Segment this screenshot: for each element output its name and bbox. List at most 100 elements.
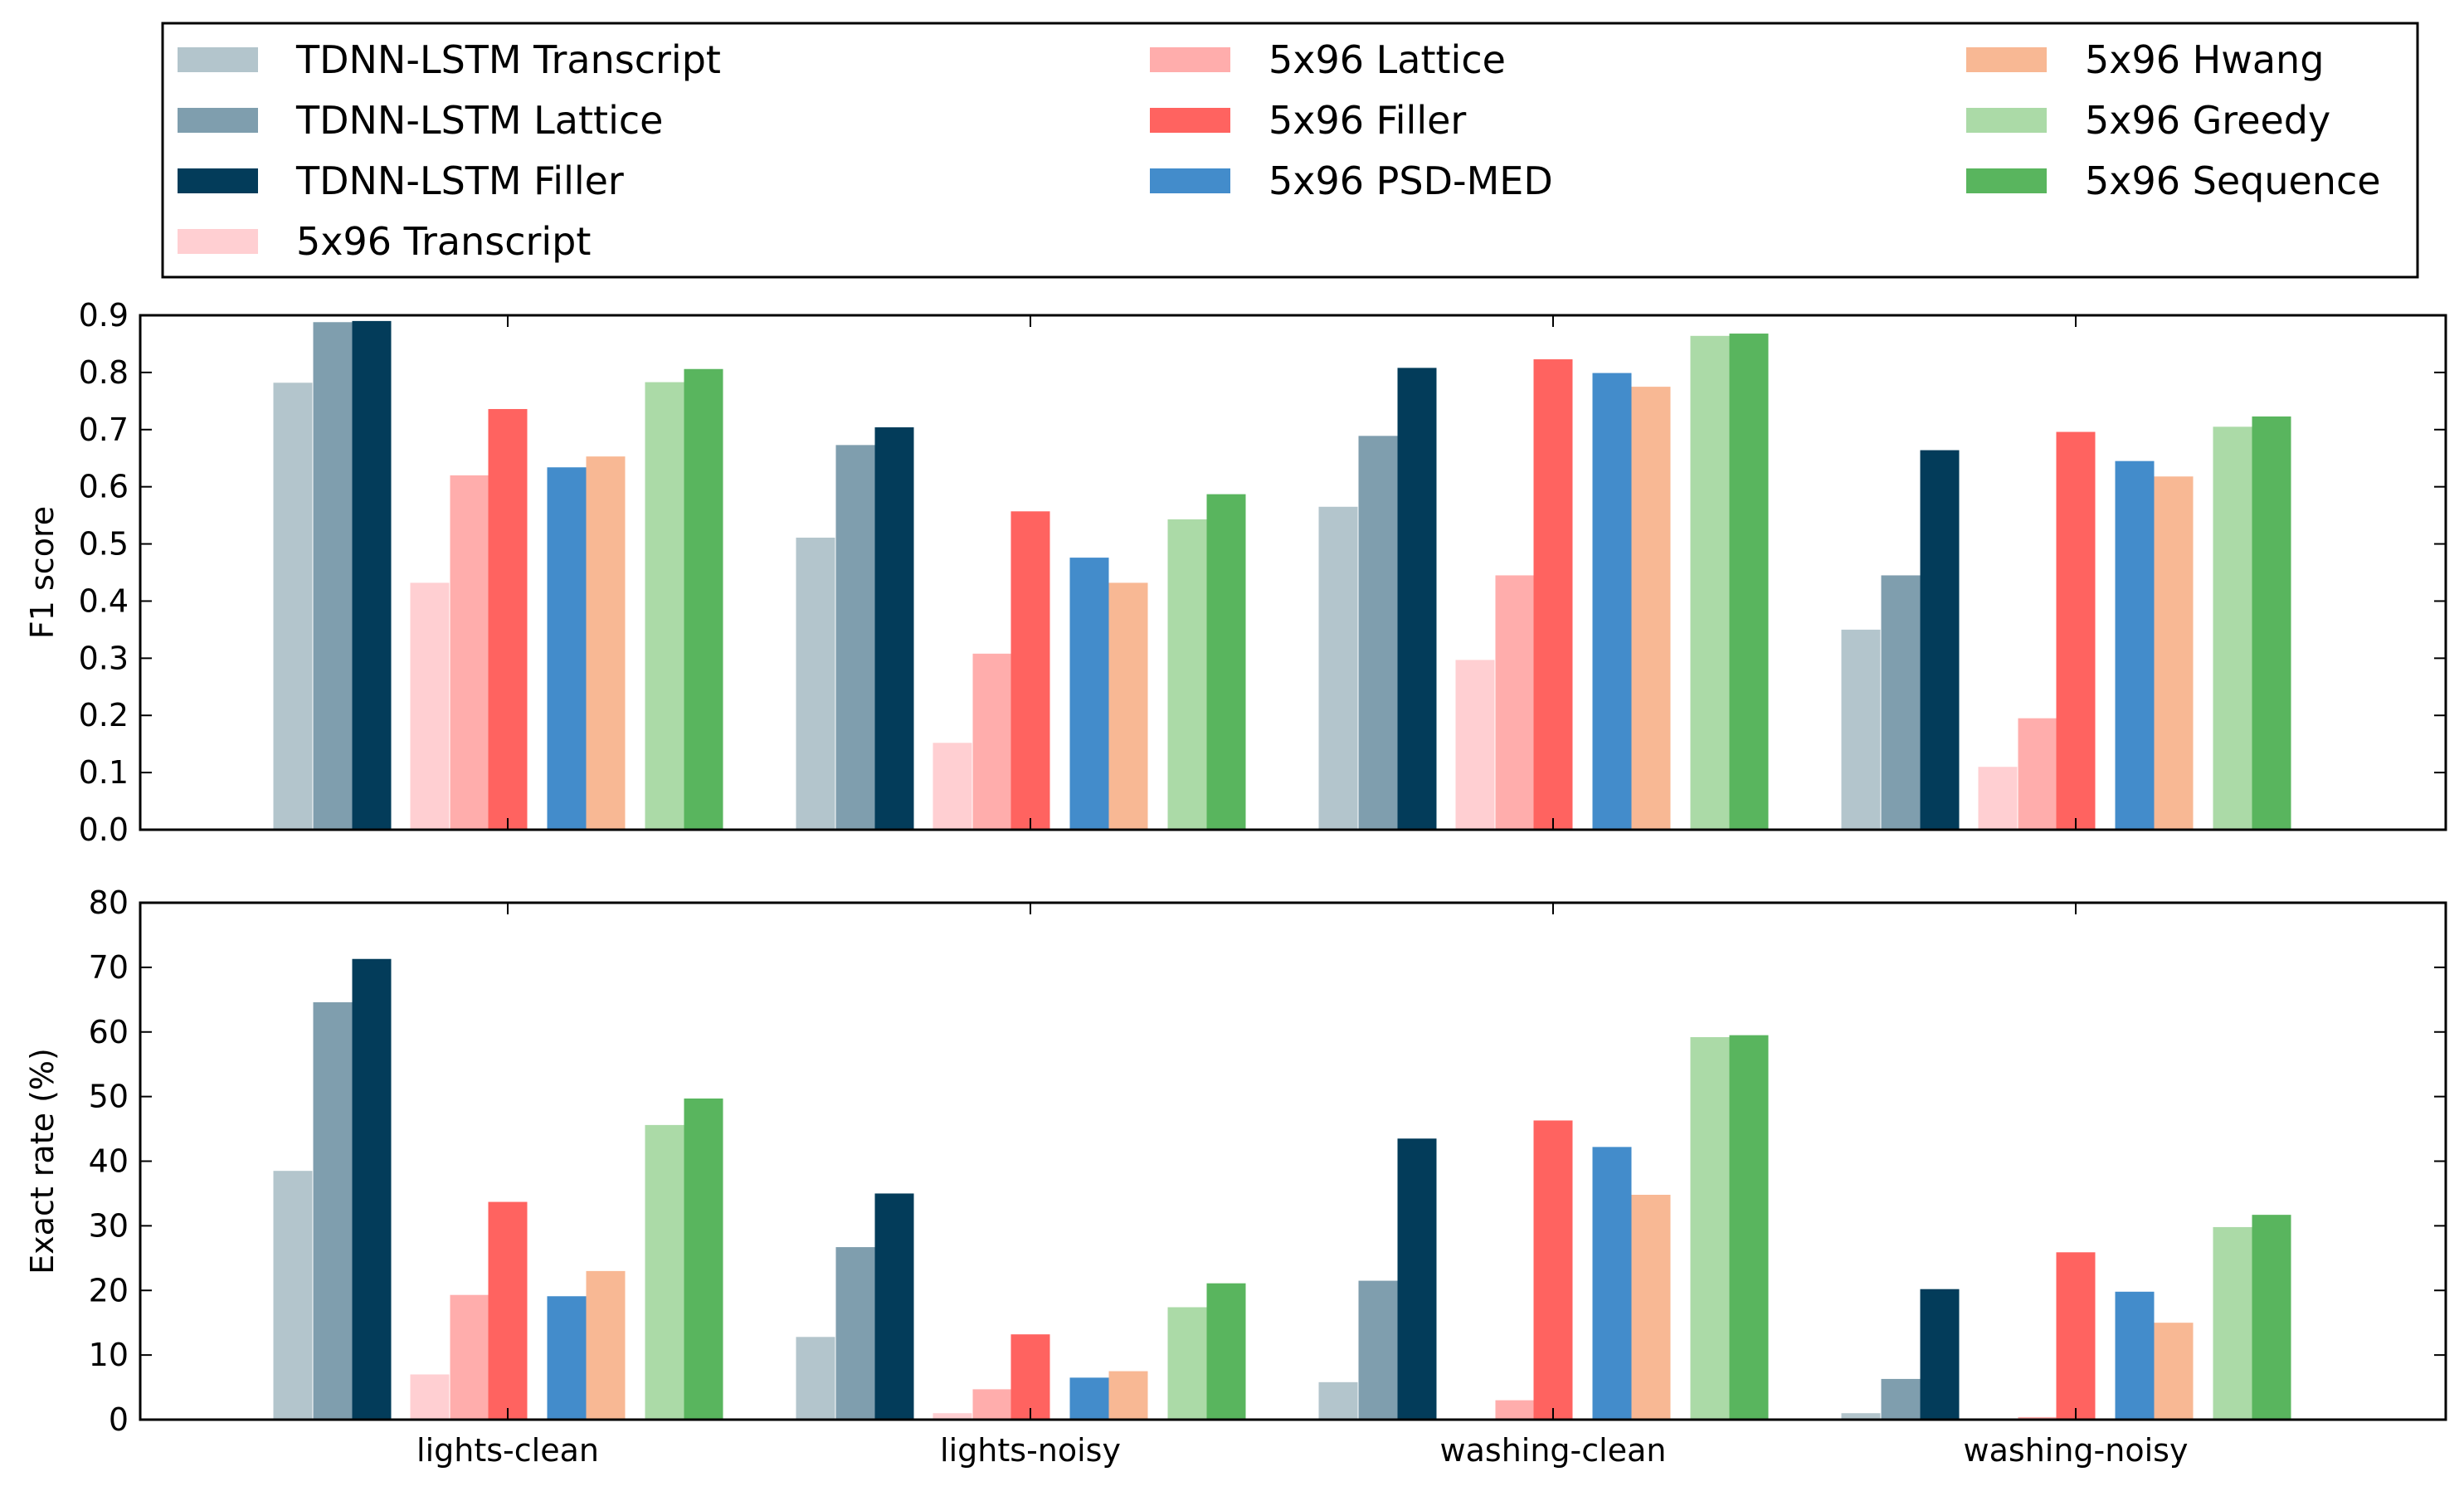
bar-5x96-psd-med-lights-clean [547, 1296, 587, 1420]
bar-5x96-lattice-washing-noisy [2018, 1416, 2057, 1420]
legend-label: 5x96 Greedy [2085, 98, 2330, 143]
bar-tdnn-lstm-lattice-washing-noisy [1881, 1378, 1921, 1420]
legend-label: 5x96 Hwang [2085, 37, 2324, 82]
bar-5x96-filler-lights-noisy [1010, 1334, 1050, 1420]
bar-5x96-sequence-washing-clean [1729, 334, 1769, 830]
bar-5x96-sequence-lights-clean [684, 368, 723, 830]
bar-tdnn-lstm-lattice-lights-noisy [835, 1247, 875, 1420]
legend-entry-5x96-lattice: 5x96 Lattice [1150, 37, 1506, 82]
bar-tdnn-lstm-filler-lights-noisy [874, 1193, 914, 1420]
bar-5x96-lattice-lights-noisy [972, 1389, 1012, 1420]
bar-5x96-greedy-washing-clean [1690, 335, 1730, 830]
bar-5x96-greedy-washing-noisy [2213, 426, 2252, 830]
legend-label: 5x96 Filler [1269, 98, 1466, 143]
bar-tdnn-lstm-filler-lights-clean [352, 320, 392, 830]
legend-swatch [1966, 168, 2047, 193]
legend-entry-5x96-sequence: 5x96 Sequence [1966, 158, 2381, 203]
y-tick-label: 0.7 [79, 412, 129, 448]
bar-5x96-hwang-washing-noisy [2154, 476, 2194, 830]
legend-label: 5x96 Transcript [296, 219, 591, 264]
bar-5x96-greedy-washing-noisy [2213, 1226, 2252, 1420]
bar-5x96-greedy-lights-clean [645, 382, 684, 831]
exact-rate-panel: 0 10 20 30 40 50 60 70 80 lights-clean lights-nois… [24, 884, 2447, 1469]
y-tick-label: 10 [89, 1337, 129, 1373]
bar-tdnn-lstm-transcript-lights-noisy [796, 537, 835, 830]
bar-5x96-filler-washing-clean [1533, 1120, 1573, 1420]
bar-tdnn-lstm-transcript-washing-noisy [1841, 629, 1881, 830]
bar-5x96-hwang-lights-noisy [1108, 582, 1148, 830]
bar-5x96-lattice-washing-clean [1495, 575, 1535, 830]
bar-5x96-lattice-lights-clean [450, 475, 489, 830]
bar-5x96-filler-washing-noisy [2056, 431, 2096, 830]
y-tick-label: 50 [89, 1079, 129, 1115]
y-tick-label: 0.2 [79, 697, 129, 733]
bar-5x96-hwang-lights-clean [586, 1270, 626, 1420]
bar-5x96-transcript-lights-noisy [933, 1413, 972, 1420]
bar-tdnn-lstm-lattice-lights-noisy [835, 445, 875, 830]
x-tick-label: lights-noisy [940, 1432, 1121, 1469]
bar-5x96-hwang-lights-noisy [1108, 1371, 1148, 1420]
bar-5x96-lattice-lights-clean [450, 1294, 489, 1420]
x-tick-label: washing-noisy [1964, 1432, 2189, 1469]
bar-5x96-filler-lights-clean [488, 1201, 528, 1420]
bar-5x96-transcript-lights-noisy [933, 743, 972, 830]
bar-5x96-filler-lights-clean [488, 408, 528, 830]
legend: TDNN-LSTM Transcript TDNN-LSTM Lattice TDN… [161, 22, 2419, 279]
y-tick-label: 30 [89, 1207, 129, 1244]
x-tick-label: washing-clean [1440, 1432, 1667, 1469]
bar-5x96-psd-med-washing-noisy [2115, 1291, 2155, 1420]
legend-entry-5x96-hwang: 5x96 Hwang [1966, 37, 2324, 82]
bar-5x96-psd-med-washing-clean [1592, 1147, 1632, 1420]
bar-5x96-hwang-lights-clean [586, 456, 626, 830]
bar-5x96-sequence-lights-clean [684, 1098, 723, 1420]
bar-5x96-hwang-washing-clean [1631, 1194, 1671, 1420]
bar-5x96-greedy-lights-clean [645, 1124, 684, 1420]
bar-tdnn-lstm-filler-washing-noisy [1920, 450, 1960, 830]
y-tick-label: 0.0 [79, 811, 129, 848]
bar-tdnn-lstm-transcript-washing-clean [1318, 1381, 1358, 1420]
bar-tdnn-lstm-lattice-lights-clean [313, 322, 353, 830]
bar-tdnn-lstm-filler-washing-clean [1397, 1138, 1437, 1420]
bar-tdnn-lstm-transcript-washing-clean [1318, 506, 1358, 830]
legend-swatch [178, 47, 258, 72]
bar-tdnn-lstm-transcript-lights-clean [273, 1171, 313, 1420]
bar-5x96-transcript-washing-noisy [1978, 767, 2018, 830]
bar-5x96-transcript-washing-clean [1455, 660, 1495, 830]
bar-tdnn-lstm-transcript-washing-noisy [1841, 1413, 1881, 1420]
legend-label: 5x96 Lattice [1269, 37, 1506, 82]
f1-score-panel: 0.0 0.1 0.2 0.3 0.4 0.5 0.6 0.7 0.8 0.9 F1 score [24, 297, 2447, 848]
bar-5x96-sequence-lights-noisy [1206, 1283, 1246, 1420]
bar-tdnn-lstm-transcript-lights-noisy [796, 1337, 835, 1420]
legend-label: TDNN-LSTM Transcript [295, 37, 721, 82]
bar-5x96-lattice-washing-noisy [2018, 718, 2057, 830]
bar-tdnn-lstm-lattice-lights-clean [313, 1001, 353, 1420]
bar-5x96-psd-med-lights-clean [547, 467, 587, 830]
bar-5x96-greedy-washing-clean [1690, 1036, 1730, 1420]
legend-swatch [178, 168, 258, 193]
bar-5x96-lattice-lights-noisy [972, 653, 1012, 830]
plot-frame [139, 314, 2447, 831]
y-tick-label: 0.5 [79, 526, 129, 563]
legend-entry-tdnn-lstm-transcript: TDNN-LSTM Transcript [178, 37, 721, 82]
y-tick-label: 0.8 [79, 354, 129, 391]
y-tick-label: 70 [89, 949, 129, 986]
y-tick-label: 0.6 [79, 469, 129, 505]
legend-entry-5x96-transcript: 5x96 Transcript [178, 219, 591, 264]
y-tick-label: 60 [89, 1014, 129, 1050]
legend-entry-5x96-psd-med: 5x96 PSD-MED [1150, 158, 1553, 203]
y-tick-label: 0 [109, 1401, 129, 1438]
legend-label: 5x96 PSD-MED [1269, 158, 1553, 203]
legend-label: 5x96 Sequence [2085, 158, 2381, 203]
legend-swatch [1150, 168, 1230, 193]
legend-swatch [1150, 108, 1230, 133]
y-tick-label: 80 [89, 884, 129, 921]
legend-swatch [1150, 47, 1230, 72]
legend-label: TDNN-LSTM Filler [295, 158, 624, 203]
bar-tdnn-lstm-lattice-washing-clean [1358, 436, 1398, 830]
legend-label: TDNN-LSTM Lattice [295, 98, 663, 143]
bar-5x96-sequence-washing-noisy [2252, 416, 2291, 830]
y-tick-label: 0.1 [79, 754, 129, 791]
bar-tdnn-lstm-filler-washing-clean [1397, 368, 1437, 830]
bar-tdnn-lstm-transcript-lights-clean [273, 382, 313, 830]
